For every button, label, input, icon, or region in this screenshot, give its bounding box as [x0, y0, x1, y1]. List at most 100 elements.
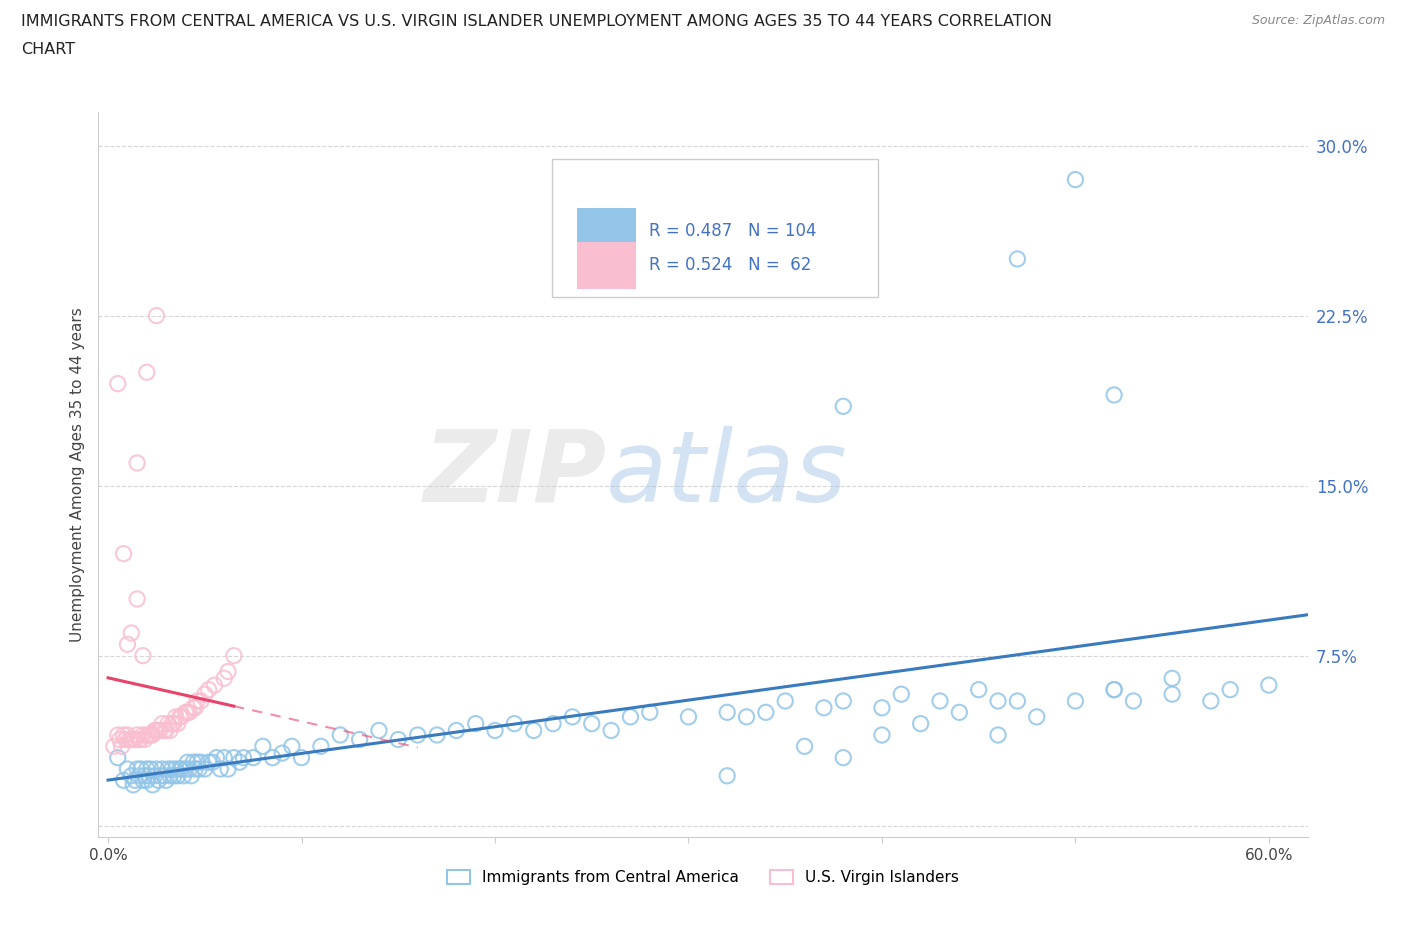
Point: [581, 716, 603, 731]
Point: [190, 694, 212, 709]
Point: [271, 746, 294, 761]
Point: [242, 751, 264, 765]
Point: [186, 755, 208, 770]
Point: [755, 705, 778, 720]
Point: [194, 762, 217, 777]
Point: [1102, 683, 1125, 698]
Point: [135, 365, 157, 379]
Point: [387, 732, 409, 747]
Point: [212, 671, 235, 685]
Point: [638, 705, 661, 720]
Point: [124, 732, 146, 747]
Text: R = 0.487   N = 104: R = 0.487 N = 104: [648, 222, 815, 240]
Point: [349, 732, 371, 747]
Point: [180, 768, 202, 783]
Point: [716, 768, 738, 783]
Point: [120, 732, 142, 747]
Point: [1007, 694, 1029, 709]
Point: [870, 700, 893, 715]
Point: [139, 762, 162, 777]
Point: [148, 773, 170, 788]
Point: [132, 727, 155, 742]
Point: [112, 727, 135, 742]
Point: [128, 768, 150, 783]
Point: [174, 705, 197, 720]
Point: [967, 683, 990, 698]
Point: [793, 738, 815, 753]
Point: [832, 399, 855, 414]
Point: [160, 716, 183, 731]
Point: [132, 648, 155, 663]
Point: [157, 716, 180, 731]
Point: [619, 710, 641, 724]
Point: [107, 727, 129, 742]
Point: [212, 751, 235, 765]
Point: [929, 694, 952, 709]
Point: [117, 637, 139, 652]
Point: [1025, 710, 1047, 724]
Point: [139, 727, 162, 742]
Point: [159, 768, 181, 783]
Point: [716, 705, 738, 720]
Point: [190, 755, 212, 770]
Point: [111, 738, 134, 753]
Point: [232, 751, 254, 765]
Point: [987, 694, 1010, 709]
Point: [129, 732, 152, 747]
Point: [406, 727, 429, 742]
Text: R = 0.524   N =  62: R = 0.524 N = 62: [648, 257, 811, 274]
Text: atlas: atlas: [606, 426, 848, 523]
Point: [209, 762, 232, 777]
Point: [1161, 671, 1184, 685]
Point: [252, 738, 274, 753]
Point: [107, 751, 129, 765]
Point: [117, 727, 139, 742]
Point: [155, 723, 177, 737]
Point: [163, 768, 186, 783]
Point: [179, 762, 201, 777]
Point: [138, 768, 160, 783]
Point: [541, 716, 564, 731]
Point: [204, 678, 226, 693]
Point: [503, 716, 526, 731]
Point: [120, 626, 142, 641]
Point: [157, 762, 180, 777]
Point: [176, 755, 198, 770]
Point: [309, 738, 332, 753]
Point: [166, 768, 188, 783]
Point: [987, 727, 1010, 742]
Point: [128, 732, 150, 747]
Point: [107, 376, 129, 391]
Point: [134, 732, 156, 747]
Point: [228, 755, 250, 770]
FancyBboxPatch shape: [578, 242, 637, 288]
Point: [1199, 694, 1222, 709]
Text: Source: ZipAtlas.com: Source: ZipAtlas.com: [1251, 14, 1385, 27]
Point: [132, 773, 155, 788]
Point: [142, 727, 165, 742]
Point: [1007, 251, 1029, 266]
Point: [186, 694, 208, 709]
Point: [170, 762, 193, 777]
Point: [142, 777, 165, 792]
Point: [201, 755, 224, 770]
Point: [222, 751, 245, 765]
Point: [1257, 678, 1279, 693]
Point: [160, 762, 183, 777]
Point: [114, 732, 136, 747]
Point: [948, 705, 970, 720]
Point: [197, 683, 219, 698]
Point: [194, 686, 217, 701]
FancyBboxPatch shape: [578, 208, 637, 255]
Point: [170, 710, 193, 724]
Point: [205, 751, 228, 765]
Point: [173, 768, 195, 783]
Point: [179, 705, 201, 720]
Point: [138, 727, 160, 742]
Point: [127, 762, 149, 777]
Point: [181, 755, 204, 770]
Point: [1122, 694, 1144, 709]
Point: [149, 723, 172, 737]
Point: [329, 727, 352, 742]
Point: [184, 762, 207, 777]
